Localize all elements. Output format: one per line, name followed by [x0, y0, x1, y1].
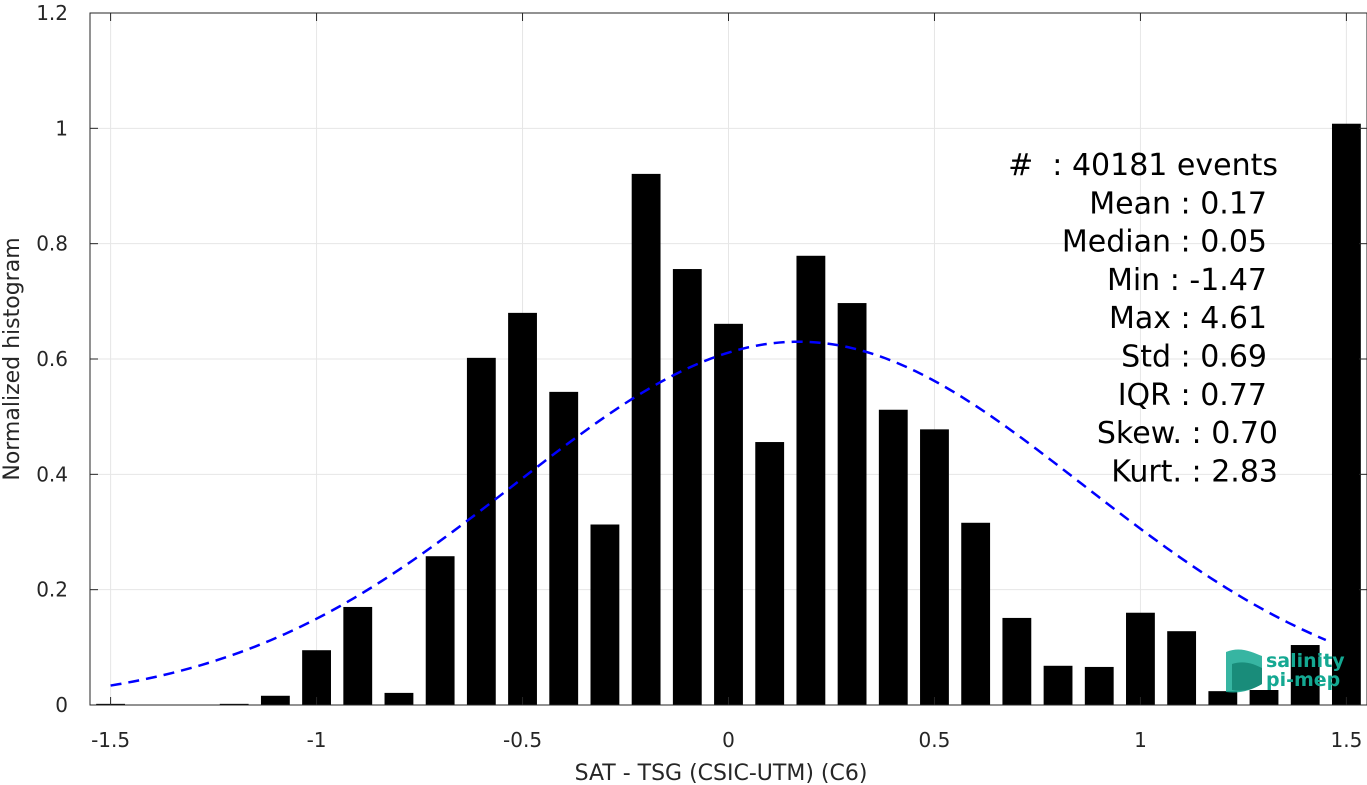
x-tick-label: 1.5: [1330, 728, 1362, 752]
stat-line: Min : -1.47: [1107, 263, 1267, 298]
histogram-bar: [1126, 612, 1155, 705]
histogram-bar: [508, 312, 537, 705]
histogram-bar: [549, 391, 579, 705]
stat-line: Skew. : 0.70: [1097, 416, 1278, 451]
histogram-bar: [631, 173, 661, 705]
y-tick-label: 0.2: [36, 578, 68, 602]
x-axis-label: SAT - TSG (CSIC-UTM) (C6): [575, 761, 868, 785]
stat-line: Kurt. : 2.83: [1111, 454, 1278, 489]
histogram-bar: [1249, 690, 1279, 705]
histogram-bar: [260, 695, 290, 705]
x-tick-label: 0: [722, 728, 735, 752]
histogram-bar: [755, 442, 785, 705]
histogram-bar: [343, 606, 373, 705]
stat-line: Std : 0.69: [1121, 340, 1267, 375]
histogram-bar: [920, 429, 949, 705]
histogram-bar: [1331, 123, 1361, 706]
histogram-bar: [796, 255, 826, 705]
x-tick-label: -1: [307, 728, 327, 752]
histogram-bar: [672, 269, 702, 705]
histogram-bar: [1043, 665, 1073, 705]
x-axis-ticks: -1.5 -1 -0.5 0 0.5 1 1.5: [91, 13, 1362, 752]
stat-line: Max : 4.61: [1109, 301, 1267, 336]
stat-line: # : 40181 events: [1008, 148, 1278, 183]
gaussian-fit-curve: [110, 340, 1327, 687]
x-tick-label: 0.5: [919, 728, 951, 752]
y-tick-label: 0: [55, 693, 68, 717]
histogram-bar: [961, 522, 991, 705]
histogram-bar: [1208, 691, 1238, 705]
histogram-bar: [466, 357, 496, 705]
histogram-bar: [1167, 631, 1197, 705]
histogram-bars: [96, 123, 1361, 706]
histogram-bar: [384, 692, 414, 705]
stat-line: Mean : 0.17: [1089, 186, 1267, 221]
y-tick-label: 1.2: [36, 1, 68, 25]
y-tick-label: 1: [55, 116, 68, 140]
histogram-bar: [878, 409, 908, 705]
y-axis-ticks: 0 0.2 0.4 0.6 0.8 1 1.2: [36, 1, 1367, 717]
histogram-bar: [714, 323, 743, 705]
logo-line-1: salinity: [1266, 650, 1345, 672]
stat-line: IQR : 0.77: [1118, 378, 1267, 413]
histogram-bar: [1290, 645, 1320, 705]
histogram-bar: [1002, 617, 1032, 705]
y-tick-label: 0.8: [36, 232, 68, 256]
logo-line-2: pi-mep: [1266, 669, 1340, 691]
x-tick-label: 1: [1134, 728, 1147, 752]
histogram-bar: [837, 303, 867, 705]
y-tick-label: 0.4: [36, 462, 68, 486]
x-tick-label: -0.5: [503, 728, 542, 752]
logo-wave-shadow-icon: [1232, 662, 1262, 691]
histogram-bar: [425, 556, 455, 705]
histogram-bar: [1084, 666, 1114, 705]
stat-line: Median : 0.05: [1062, 225, 1267, 260]
histogram-bar: [590, 524, 620, 705]
histogram-bar: [302, 650, 331, 705]
y-axis-label: Normalized histogram: [0, 237, 25, 480]
histogram-bar: [219, 703, 249, 705]
y-tick-label: 0.6: [36, 347, 68, 371]
x-tick-label: -1.5: [91, 728, 130, 752]
salinity-pi-mep-logo: salinity pi-mep: [1226, 649, 1345, 693]
